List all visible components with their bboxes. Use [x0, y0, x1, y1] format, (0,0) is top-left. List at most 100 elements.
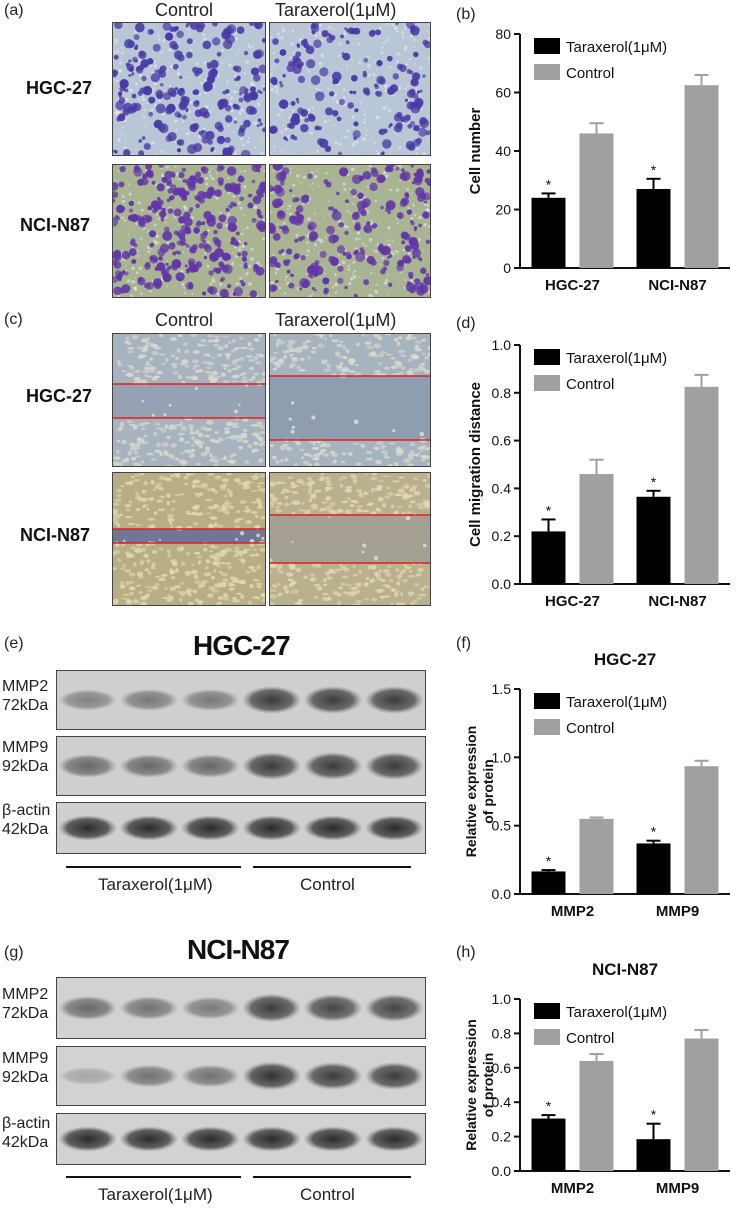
y-tick-label: 0.0 [492, 576, 512, 592]
blot-g-actin-strip [56, 1113, 426, 1165]
x-tick-label: MMP2 [551, 1180, 594, 1197]
blot-band [242, 686, 302, 714]
y-tick-label: 60 [495, 85, 511, 101]
blot-g-actin-kda: 42kDa [2, 1134, 49, 1151]
blot-e-mmp2-kda: 72kDa [2, 697, 49, 714]
blot-band [364, 686, 424, 714]
y-tick-label: 1.0 [492, 337, 512, 353]
x-tick-label: NCI-N87 [648, 277, 706, 294]
bar-control-hgc-27 [579, 133, 614, 268]
blot-band [58, 689, 118, 711]
micrograph-c-nci-control [112, 472, 266, 606]
panel-label-b: (b) [456, 6, 476, 23]
y-tick-label: 0.4 [492, 1094, 512, 1110]
significance-marker: * [546, 853, 552, 869]
blot-band [180, 754, 240, 778]
micrograph-a-hgc-control-texture [113, 23, 265, 155]
blot-e-treatment-label: Taraxerol(1μM) [98, 875, 213, 894]
significance-marker: * [651, 474, 657, 490]
legend-swatch [534, 38, 560, 54]
significance-marker: * [651, 824, 657, 840]
y-tick-label: 40 [495, 143, 511, 159]
bar-control-nci-n87 [684, 386, 719, 584]
blot-e-actin-label: β-actin 42kDa [2, 801, 50, 839]
blot-e-control-bracket [253, 866, 411, 868]
blot-e-mmp9-kda: 92kDa [2, 758, 49, 775]
blot-band [303, 686, 363, 714]
micrograph-a-nci-treatment [269, 164, 431, 298]
micrograph-c-nci-treatment [269, 472, 431, 606]
blot-g-mmp9-kda: 92kDa [2, 1069, 49, 1086]
chart-h: NCI-N87 0.0 0.2 0.4 0.6 0.8 1.0 Relative expres… [463, 960, 730, 1197]
micrograph-c-nci-treatment-texture [270, 473, 430, 605]
blot-band [364, 994, 424, 1022]
blot-g-mmp9-bands [58, 1061, 424, 1091]
blot-band [364, 1126, 424, 1152]
blot-e-actin-kda: 42kDa [2, 821, 49, 838]
blot-band [58, 815, 118, 841]
chart-f: HGC-27 0.0 0.5 1.0 1.5 Relative expressionof … [463, 650, 730, 920]
blot-band [303, 1062, 363, 1090]
bar-control-mmp9 [684, 1038, 719, 1171]
y-tick-label: 0 [503, 260, 511, 276]
blot-title-e: HGC-27 [193, 630, 291, 661]
micrograph-a-hgc-treatment [269, 22, 431, 156]
blot-g-mmp9-label: MMP9 92kDa [2, 1049, 48, 1087]
micrograph-c-hgc-treatment [269, 333, 431, 467]
blot-band [303, 1126, 363, 1152]
panel-label-h: (h) [456, 944, 476, 961]
blot-band [119, 688, 179, 712]
y-axis-label: Cell number [467, 107, 484, 194]
blot-e-mmp2-bands [58, 686, 424, 714]
y-tick-label: 0.5 [492, 818, 512, 834]
blot-band [58, 1126, 118, 1152]
bar-control-nci-n87 [684, 85, 719, 268]
blot-band [242, 1126, 302, 1152]
blot-e-control-label: Control [300, 875, 355, 894]
panel-label-d: (d) [456, 315, 476, 332]
blot-e-mmp2-label: MMP2 72kDa [2, 677, 48, 715]
blot-band [180, 1064, 240, 1088]
x-tick-label: HGC-27 [545, 277, 600, 294]
bar-treatment-mmp2 [531, 1118, 566, 1171]
micrograph-a-nci-control [112, 164, 266, 298]
blot-g-actin-bands [58, 1126, 424, 1152]
blot-band [242, 815, 302, 841]
micrograph-c-hgc-control-texture [113, 334, 265, 466]
legend-label: Taraxerol(1μM) [566, 350, 667, 367]
blot-g-mmp2-name: MMP2 [2, 986, 49, 1003]
micrograph-c-nci-control-texture [113, 473, 265, 605]
y-tick-label: 0.8 [492, 1025, 512, 1041]
x-tick-label: HGC-27 [545, 593, 600, 610]
blot-g-control-label: Control [300, 1185, 355, 1204]
significance-marker: * [546, 1098, 552, 1114]
blot-g-actin-name: β-actin [2, 1115, 51, 1132]
legend-swatch [534, 1003, 560, 1019]
row-header-nci-c: NCI-N87 [20, 525, 91, 545]
x-tick-label: NCI-N87 [648, 593, 706, 610]
blot-e-mmp9-bands [58, 752, 424, 780]
chart-b: 0 20 40 60 80 Cell number * HGC-27 * NCI-N87 Tarax… [467, 26, 730, 294]
micrograph-a-hgc-control [112, 22, 266, 156]
blot-g-actin-label: β-actin 42kDa [2, 1114, 50, 1152]
y-tick-label: 1.0 [492, 991, 512, 1007]
row-header-hgc-a: HGC-27 [26, 78, 93, 98]
blot-band [364, 752, 424, 780]
col-header-control-c: Control [155, 310, 214, 330]
legend-swatch [534, 64, 560, 80]
legend-swatch [534, 719, 560, 735]
bar-control-mmp2 [579, 818, 614, 894]
legend-label: Control [566, 1030, 614, 1047]
blot-band [242, 1061, 302, 1091]
bar-treatment-mmp9 [636, 843, 671, 894]
panel-label-g: (g) [4, 944, 24, 961]
x-tick-label: MMP9 [656, 1180, 699, 1197]
significance-marker: * [651, 1107, 657, 1123]
blot-g-mmp2-kda: 72kDa [2, 1005, 49, 1022]
blot-e-actin-strip [56, 802, 426, 854]
legend-swatch [534, 1029, 560, 1045]
y-axis-label: Relative expressionof protein [463, 1019, 496, 1151]
y-tick-label: 0.4 [492, 480, 512, 496]
blot-band [242, 752, 302, 780]
col-header-treatment-c: Taraxerol(1μM) [275, 310, 397, 330]
